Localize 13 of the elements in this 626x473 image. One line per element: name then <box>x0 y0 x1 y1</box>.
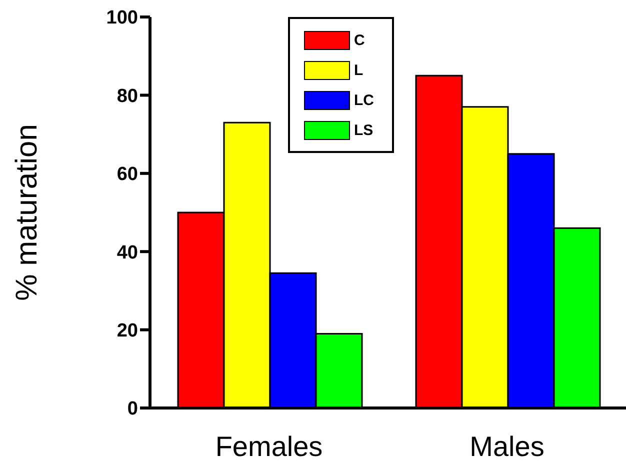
y-tick-label: 80 <box>116 86 138 107</box>
legend-label: L <box>354 62 364 78</box>
y-tick-label: 40 <box>116 242 138 264</box>
y-tick-label: 0 <box>127 398 138 420</box>
legend-label: LC <box>354 92 374 108</box>
x-tick-label: Males <box>470 430 544 462</box>
y-tick-label: 60 <box>116 164 138 186</box>
legend-label: LS <box>354 122 374 138</box>
y-axis-title: % maturation <box>10 124 44 301</box>
legend-label: C <box>354 32 365 48</box>
y-tick-label: 20 <box>116 320 138 342</box>
y-tick-label: 100 <box>106 8 138 29</box>
x-tick-label: Females <box>215 430 323 462</box>
